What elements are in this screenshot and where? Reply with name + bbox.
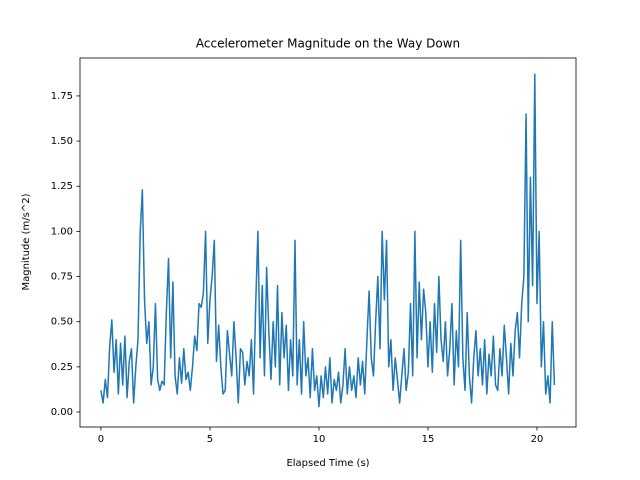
chart-title: Accelerometer Magnitude on the Way Down	[196, 37, 460, 51]
y-tick-label: 0.00	[51, 407, 73, 418]
y-tick-label: 1.25	[51, 181, 73, 192]
x-axis-label: Elapsed Time (s)	[286, 458, 369, 469]
y-tick-label: 0.25	[51, 362, 73, 373]
y-tick-label: 1.75	[51, 91, 73, 102]
y-tick-label: 0.75	[51, 272, 73, 283]
data-line	[100, 73, 556, 408]
x-tick-label: 20	[531, 434, 544, 445]
y-axis-label: Magnitude (m/s^2)	[21, 193, 32, 290]
y-tick-label: 1.00	[51, 226, 73, 237]
x-tick-label: 10	[313, 434, 326, 445]
y-tick-label: 1.50	[51, 136, 73, 147]
x-tick-label: 5	[207, 434, 213, 445]
y-tick-label: 0.50	[51, 317, 73, 328]
plot-frame	[79, 57, 577, 428]
x-tick-label: 15	[422, 434, 435, 445]
x-tick-label: 0	[98, 434, 104, 445]
